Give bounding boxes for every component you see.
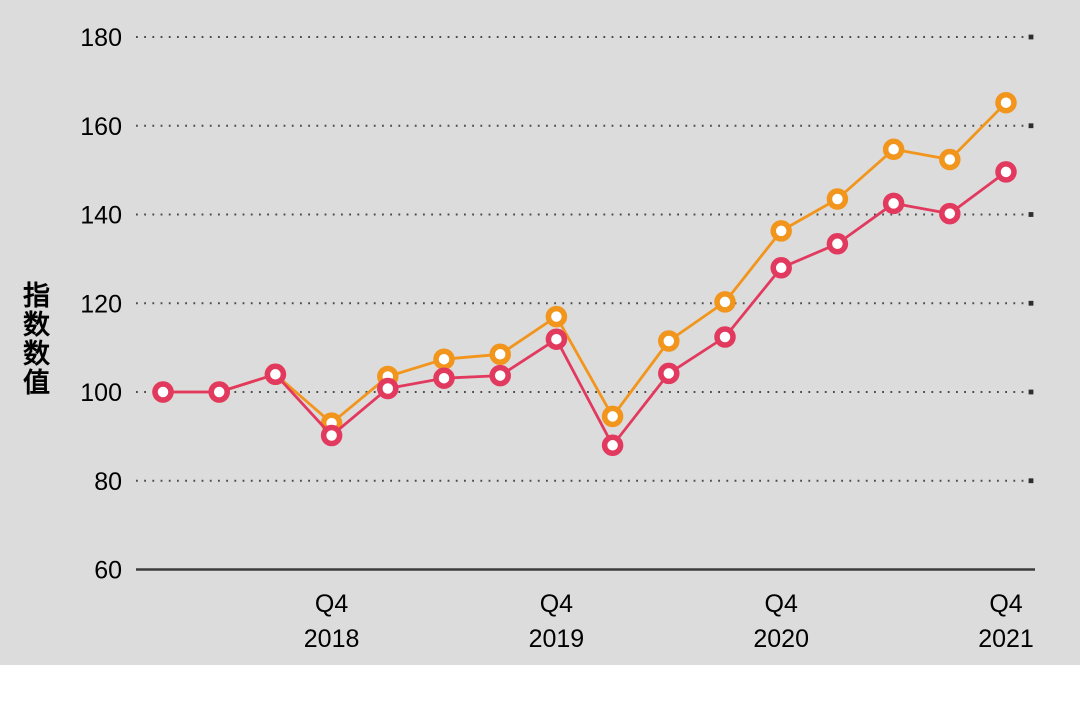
y-tick-label: 180 bbox=[80, 24, 122, 52]
data-point-marker bbox=[714, 291, 736, 313]
data-point-marker bbox=[826, 233, 849, 255]
x-tick-label-quarter: Q4 bbox=[765, 590, 798, 618]
chart-panel: 180 160 140 120 100 80 60 Q4 2018 Q4 2019 Q4 2020 Q4 2… bbox=[0, 0, 1080, 665]
line-chart: 180 160 140 120 100 80 60 Q4 2018 Q4 2019 Q4 2020 Q4 2… bbox=[80, 24, 1035, 653]
data-point-marker bbox=[995, 91, 1017, 114]
data-point-marker bbox=[770, 220, 792, 242]
x-tick-label-year: 2021 bbox=[978, 625, 1034, 653]
grid-line-end-dot bbox=[1028, 123, 1034, 129]
y-axis-title: 指数数值 bbox=[19, 281, 49, 397]
data-point-marker bbox=[939, 148, 961, 171]
data-point-marker bbox=[939, 202, 961, 225]
y-tick-label: 80 bbox=[94, 468, 122, 496]
data-point-marker bbox=[489, 343, 511, 366]
data-point-marker bbox=[433, 367, 455, 389]
data-point-marker bbox=[377, 377, 399, 400]
series-line-msci-esg bbox=[163, 170, 1007, 447]
grid-line-end-dot bbox=[1028, 389, 1034, 395]
x-tick-label-quarter: Q4 bbox=[315, 590, 348, 618]
x-tick-label-year: 2018 bbox=[304, 625, 360, 653]
data-point-marker bbox=[882, 138, 905, 161]
grid-line-end-dot bbox=[1028, 34, 1034, 40]
grid-line-end-dot bbox=[1028, 300, 1034, 306]
data-point-marker bbox=[433, 348, 455, 370]
data-point-marker bbox=[152, 381, 174, 403]
data-point-marker bbox=[714, 326, 736, 348]
data-point-marker bbox=[601, 405, 624, 428]
data-point-marker bbox=[601, 434, 624, 457]
data-point-marker bbox=[995, 161, 1017, 183]
y-tick-label: 60 bbox=[94, 557, 122, 585]
data-point-marker bbox=[489, 364, 511, 387]
data-point-marker bbox=[545, 328, 568, 350]
data-point-marker bbox=[264, 363, 287, 386]
x-tick-label-quarter: Q4 bbox=[540, 590, 573, 618]
x-tick-label-year: 2019 bbox=[529, 625, 585, 653]
y-tick-label: 160 bbox=[80, 113, 122, 141]
data-point-marker bbox=[545, 305, 568, 328]
data-point-marker bbox=[770, 257, 792, 279]
data-point-marker bbox=[320, 424, 343, 447]
data-point-marker bbox=[882, 192, 905, 215]
data-point-marker bbox=[658, 330, 680, 352]
series-line-msci-country bbox=[163, 101, 1007, 425]
grid-line-end-dot bbox=[1028, 212, 1034, 217]
data-point-marker bbox=[208, 381, 230, 403]
x-tick-label-year: 2020 bbox=[753, 625, 809, 653]
y-tick-label: 100 bbox=[80, 379, 122, 407]
legend: MSCI国家指数（代表一般性公司业绩） MSCI ESG指数 bbox=[0, 665, 1080, 722]
y-tick-label: 140 bbox=[80, 202, 122, 230]
x-tick-label-quarter: Q4 bbox=[989, 590, 1022, 618]
data-point-marker bbox=[658, 362, 680, 385]
y-tick-label: 120 bbox=[80, 290, 122, 318]
data-point-marker bbox=[826, 188, 849, 210]
grid-line-end-dot bbox=[1028, 478, 1034, 484]
